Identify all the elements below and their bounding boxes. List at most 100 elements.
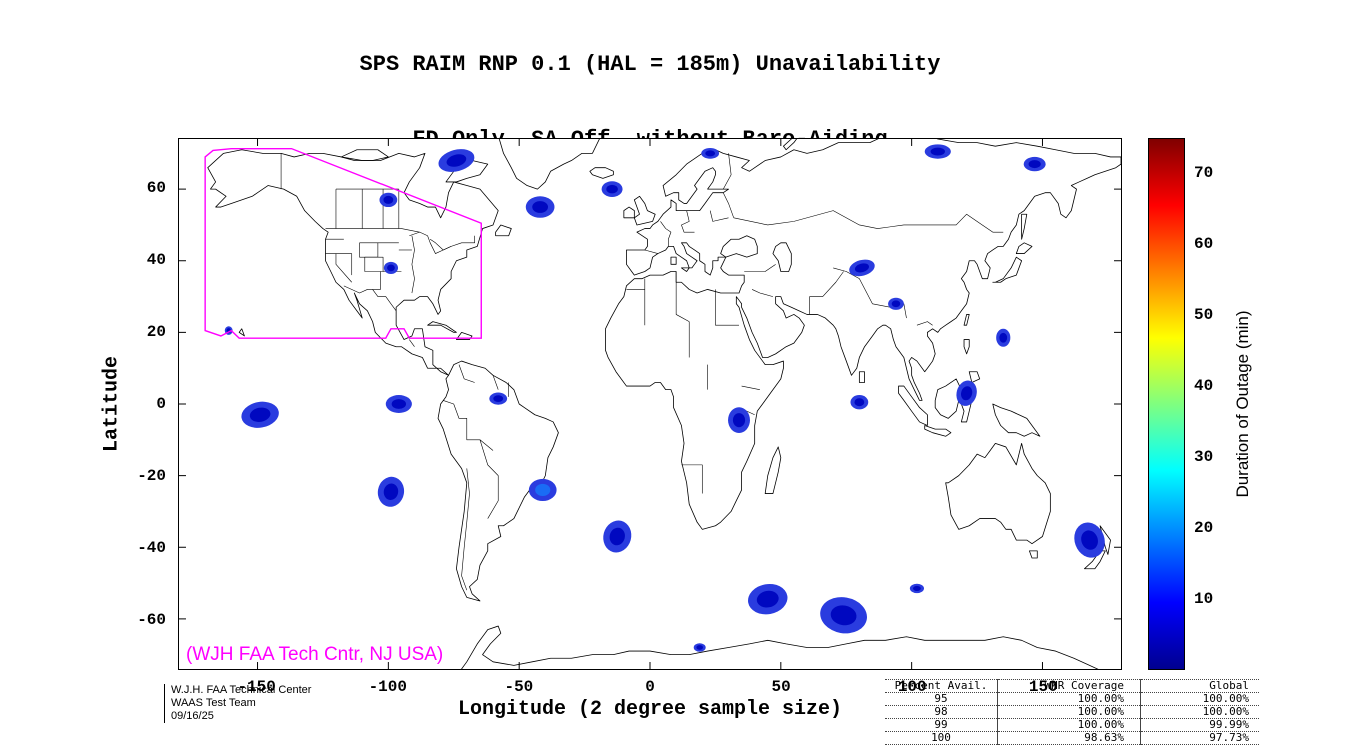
y-tick-label: 60 bbox=[146, 179, 166, 198]
coastline bbox=[764, 446, 782, 494]
colorbar-tick-label: 50 bbox=[1194, 306, 1214, 325]
outage-region bbox=[909, 583, 925, 594]
table-cell: 100.00% bbox=[997, 705, 1141, 719]
table-header-wnr-coverage: WNR Coverage bbox=[997, 679, 1141, 693]
table-cell: 98.63% bbox=[997, 731, 1141, 745]
border-line bbox=[343, 285, 397, 312]
coastline bbox=[945, 442, 1051, 545]
coastline bbox=[963, 339, 970, 355]
coastline bbox=[238, 328, 245, 337]
outage-region bbox=[820, 597, 867, 634]
coastline bbox=[1083, 550, 1106, 570]
border-line bbox=[429, 235, 475, 251]
map-axes: (WJH FAA Tech Cntr, NJ USA) bbox=[178, 138, 1122, 670]
border-line bbox=[325, 228, 420, 233]
table-cell: 99 bbox=[885, 718, 998, 732]
outage-region bbox=[850, 395, 869, 410]
y-tick-label: -60 bbox=[137, 610, 166, 629]
coastline bbox=[1028, 550, 1038, 559]
table-cell: 100.00% bbox=[1140, 705, 1259, 719]
border-line bbox=[681, 210, 695, 233]
border-line bbox=[722, 153, 732, 190]
colorbar-tick-label: 60 bbox=[1194, 235, 1214, 254]
coastline bbox=[498, 139, 600, 190]
coastline bbox=[633, 195, 656, 226]
coastline bbox=[461, 625, 1099, 669]
border-line bbox=[681, 464, 703, 494]
outage-region bbox=[924, 144, 951, 159]
table-header-percent-avail: Percent Avail. bbox=[885, 679, 998, 693]
outage-region bbox=[849, 259, 875, 277]
outage-region bbox=[1074, 522, 1105, 558]
coastline bbox=[968, 371, 981, 383]
colorbar-tick-label: 40 bbox=[1194, 377, 1214, 396]
border-line bbox=[492, 375, 499, 390]
border-line bbox=[715, 289, 740, 326]
world-map-svg bbox=[179, 139, 1121, 669]
border-line bbox=[443, 400, 494, 451]
border-line bbox=[741, 385, 760, 390]
coastline bbox=[605, 139, 1121, 530]
coastline bbox=[589, 167, 614, 179]
coastline bbox=[858, 371, 865, 383]
colorbar-tick-label: 70 bbox=[1194, 164, 1214, 183]
outage-region bbox=[601, 181, 623, 197]
outage-region bbox=[379, 192, 398, 208]
border-line bbox=[809, 271, 844, 315]
table-cell: 100.00% bbox=[997, 692, 1141, 706]
border-line bbox=[461, 468, 470, 591]
coastline bbox=[992, 256, 1023, 283]
border-line bbox=[733, 210, 1004, 233]
y-tick-label: 20 bbox=[146, 323, 166, 342]
border-line bbox=[411, 235, 415, 294]
border-line bbox=[833, 267, 907, 319]
table-cell: 98 bbox=[885, 705, 998, 719]
outage-region bbox=[748, 583, 788, 615]
outage-region bbox=[701, 147, 720, 159]
title-line-1: SPS RAIM RNP 0.1 (HAL = 185m) Unavailabi… bbox=[359, 52, 941, 77]
coastline bbox=[1015, 242, 1033, 254]
coastline bbox=[437, 360, 559, 602]
table-cell: 99.99% bbox=[1140, 718, 1259, 732]
border-line bbox=[709, 210, 729, 222]
table-header-global: Global bbox=[1140, 679, 1259, 693]
coastline bbox=[456, 331, 473, 340]
border-line bbox=[335, 253, 352, 283]
x-axis-label: Longitude (2 degree sample size) bbox=[457, 698, 843, 721]
coastline bbox=[783, 139, 798, 151]
outage-region bbox=[528, 478, 557, 502]
axis-ticks bbox=[179, 139, 1121, 669]
coastline bbox=[340, 149, 389, 161]
credit-line-3: 09/16/25 bbox=[171, 710, 214, 722]
border-line bbox=[359, 242, 379, 258]
outage-region bbox=[241, 401, 279, 428]
availability-table: Percent Avail. WNR Coverage Global 95 10… bbox=[885, 679, 1259, 745]
credit-line-1: W.J.H. FAA Technical Center bbox=[171, 684, 312, 696]
table-row: 95 100.00% 100.00% bbox=[885, 692, 1259, 706]
table-cell: 95 bbox=[885, 692, 998, 706]
x-tick-label: 0 bbox=[645, 678, 655, 696]
outage-region bbox=[383, 261, 399, 274]
x-tick-label: 50 bbox=[771, 678, 791, 696]
outage-region bbox=[888, 297, 904, 310]
coastline bbox=[427, 321, 457, 333]
border-line bbox=[751, 289, 774, 297]
outage-region bbox=[377, 476, 405, 507]
table-row: 99 100.00% 99.99% bbox=[885, 718, 1259, 732]
colorbar-tick-label: 20 bbox=[1194, 519, 1214, 538]
y-tick-label: -20 bbox=[137, 466, 166, 485]
y-tick-label: 0 bbox=[156, 395, 166, 413]
table-row: 100 98.63% 97.73% bbox=[885, 731, 1259, 745]
colorbar-tick-label: 30 bbox=[1194, 448, 1214, 467]
y-tick-label: -40 bbox=[137, 538, 166, 557]
coastline bbox=[207, 149, 499, 376]
table-cell: 100 bbox=[885, 731, 998, 745]
colorbar-label: Duration of Outage (min) bbox=[1233, 310, 1252, 498]
outage-region bbox=[693, 643, 706, 652]
y-tick-label: 40 bbox=[146, 251, 166, 270]
outage-region bbox=[956, 380, 977, 406]
coastline bbox=[963, 314, 970, 326]
outage-region bbox=[996, 328, 1011, 347]
colorbar-tick-label: 10 bbox=[1194, 590, 1214, 609]
